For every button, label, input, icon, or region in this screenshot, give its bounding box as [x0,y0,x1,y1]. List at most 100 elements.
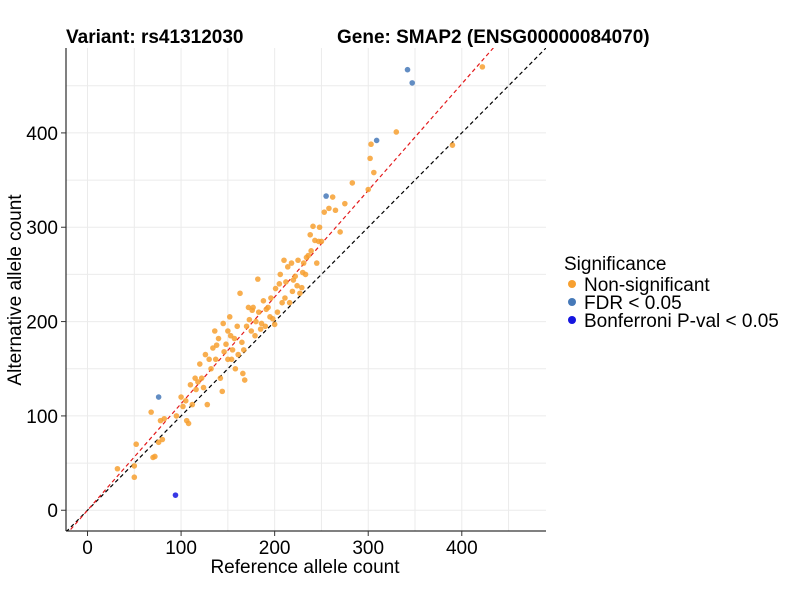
point-series-0 [133,441,139,448]
point-series-0 [262,323,269,330]
point-series-0 [257,326,264,332]
point-series-0 [268,295,274,301]
reference-lines [66,48,546,531]
point-series-0 [281,257,287,264]
x-tick-label: 200 [259,538,291,559]
legend-swatch [568,316,576,324]
point-series-0 [219,388,226,395]
point-series-0 [204,401,211,408]
point-series-0 [250,304,256,311]
y-tick-label: 300 [26,218,58,239]
point-series-0 [232,365,239,372]
legend-label: FDR < 0.05 [584,293,682,314]
point-series-0 [289,288,296,295]
point-series-0 [313,260,320,266]
point-series-0 [229,347,236,353]
point-series-0 [367,155,373,162]
axes [65,48,546,532]
point-series-0 [308,248,314,254]
point-series-0 [283,279,289,285]
chart-title-variant: Variant: rs41312030 [66,27,243,48]
point-series-0 [234,323,241,330]
point-series-0 [182,398,189,404]
point-series-1 [323,193,329,199]
point-series-0 [178,394,184,400]
point-series-0 [260,298,267,304]
point-series-1 [155,394,162,400]
point-series-0 [449,142,456,148]
x-tick-label: 400 [446,538,478,559]
point-series-0 [152,453,158,460]
point-series-0 [305,252,312,259]
point-series-0 [243,323,250,330]
point-series-0 [365,186,372,193]
point-series-0 [265,304,271,311]
point-series-0 [180,403,186,410]
point-series-0 [223,341,229,348]
point-series-0 [212,356,219,363]
reference-line-1 [68,48,495,531]
point-series-0 [200,384,207,391]
point-series-0 [248,328,255,334]
point-series-0 [297,290,303,297]
point-series-0 [349,180,356,186]
point-series-0 [189,401,196,408]
point-series-0 [279,299,285,306]
point-series-0 [393,129,400,135]
point-series-0 [217,375,224,381]
point-series-0 [252,332,258,339]
point-series-0 [246,316,253,323]
point-series-1 [409,80,415,86]
point-series-0 [239,339,245,346]
point-series-0 [206,356,212,363]
point-series-0 [310,223,316,230]
point-series-0 [295,257,301,264]
legend-swatch [568,298,576,306]
y-axis-title: Alternative allele count [5,194,26,386]
point-series-0 [225,328,231,334]
point-series-0 [337,229,343,235]
point-series-0 [235,351,241,358]
point-series-0 [318,238,325,245]
point-series-0 [231,335,238,342]
point-series-0 [220,320,226,327]
point-series-0 [193,386,199,393]
point-series-0 [271,321,278,328]
point-series-0 [326,205,332,212]
point-series-0 [131,474,138,481]
point-series-0 [368,141,374,148]
point-series-0 [114,465,121,472]
legend-swatch [568,280,576,288]
point-series-0 [195,379,201,385]
point-series-0 [302,271,309,278]
axis-ticks: 0 100 200 300 400 0 100 200 300 400 [26,124,477,559]
point-series-0 [274,309,281,315]
y-tick-label: 0 [47,501,58,522]
point-series-0 [161,415,168,422]
legend-title: Significance [564,254,666,275]
point-series-0 [221,348,227,355]
point-series-0 [240,370,246,377]
point-series-0 [198,375,205,381]
point-series-0 [342,200,348,207]
point-series-0 [294,282,300,289]
grid-lines [66,48,546,531]
x-tick-label: 300 [352,538,384,559]
point-series-1 [373,137,380,144]
legend-label: Non-significant [584,275,710,296]
chart-title-gene: Gene: SMAP2 (ENSG00000084070) [337,27,650,48]
point-series-0 [211,328,218,334]
point-series-0 [284,264,291,270]
point-series-0 [316,224,323,231]
point-series-0 [187,381,194,388]
point-series-2 [172,492,179,498]
point-series-0 [307,231,314,238]
point-series-0 [215,335,222,342]
y-tick-label: 200 [26,313,58,334]
point-series-0 [202,351,209,358]
point-series-0 [288,260,295,266]
point-series-0 [298,284,305,291]
point-series-0 [185,420,192,427]
x-tick-label: 0 [82,538,93,559]
